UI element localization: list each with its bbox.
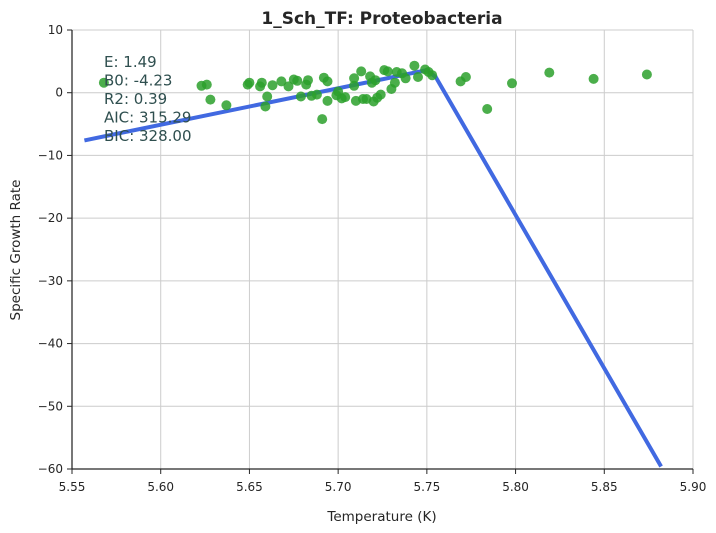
x-tick-label: 5.60	[147, 480, 174, 494]
x-tick-label: 5.55	[59, 480, 86, 494]
data-point	[267, 80, 278, 91]
stat-line: E: 1.49	[104, 53, 157, 71]
data-point	[303, 75, 313, 86]
data-point	[349, 80, 360, 91]
data-point	[322, 76, 333, 87]
y-tick-label: −10	[38, 148, 63, 162]
data-point	[295, 91, 306, 102]
data-point	[205, 94, 216, 105]
data-point	[283, 81, 294, 92]
y-tick-label: −40	[38, 337, 63, 351]
y-tick-label: 10	[48, 23, 63, 37]
y-tick-label: −60	[38, 462, 63, 476]
data-point	[460, 72, 471, 82]
ticks: 5.55 5.60 5.65 5.70 5.75 5.80 5.85 5.90 10 0 −10 −2…	[38, 23, 707, 494]
x-tick-label: 5.85	[591, 480, 618, 494]
scatter-points	[98, 60, 652, 125]
data-point	[641, 69, 652, 80]
data-point	[544, 67, 555, 78]
data-point	[262, 91, 273, 102]
data-point	[400, 73, 411, 84]
data-point	[221, 100, 232, 111]
chart-title: 1_Sch_TF: Proteobacteria	[261, 9, 502, 29]
y-axis-label: Specific Growth Rate	[8, 180, 24, 321]
data-point	[256, 77, 267, 88]
data-point	[482, 104, 493, 114]
data-point	[413, 72, 423, 82]
data-point	[322, 95, 333, 106]
data-point	[311, 89, 322, 100]
stat-line: R2: 0.39	[104, 90, 167, 108]
data-point	[375, 89, 386, 100]
data-point	[260, 101, 271, 112]
data-point	[356, 66, 367, 77]
y-tick-label: −20	[38, 211, 63, 225]
data-point	[98, 77, 109, 88]
data-point	[427, 70, 438, 81]
data-point	[340, 92, 351, 103]
x-axis-label: Temperature (K)	[326, 509, 436, 525]
data-point	[588, 73, 599, 84]
data-point	[370, 75, 381, 86]
data-point	[349, 73, 360, 84]
data-point	[382, 66, 393, 77]
data-point	[276, 76, 287, 87]
data-point	[201, 79, 212, 90]
x-tick-label: 5.75	[413, 480, 440, 494]
stat-line: B0: -4.23	[104, 72, 172, 90]
y-tick-label: −30	[38, 274, 63, 288]
axes	[71, 30, 693, 470]
data-point	[292, 75, 303, 86]
data-point	[507, 78, 517, 89]
y-tick-label: 0	[55, 86, 63, 100]
x-tick-label: 5.80	[502, 480, 529, 494]
data-point	[317, 114, 328, 125]
stat-line: AIC: 315.29	[104, 109, 191, 127]
stat-line: BIC: 328.00	[104, 127, 192, 145]
x-tick-label: 5.70	[325, 480, 352, 494]
data-point	[244, 77, 255, 88]
data-point	[389, 77, 400, 88]
data-point	[409, 60, 420, 71]
y-tick-label: −50	[38, 399, 63, 413]
x-tick-label: 5.90	[680, 480, 707, 494]
x-tick-label: 5.65	[236, 480, 263, 494]
